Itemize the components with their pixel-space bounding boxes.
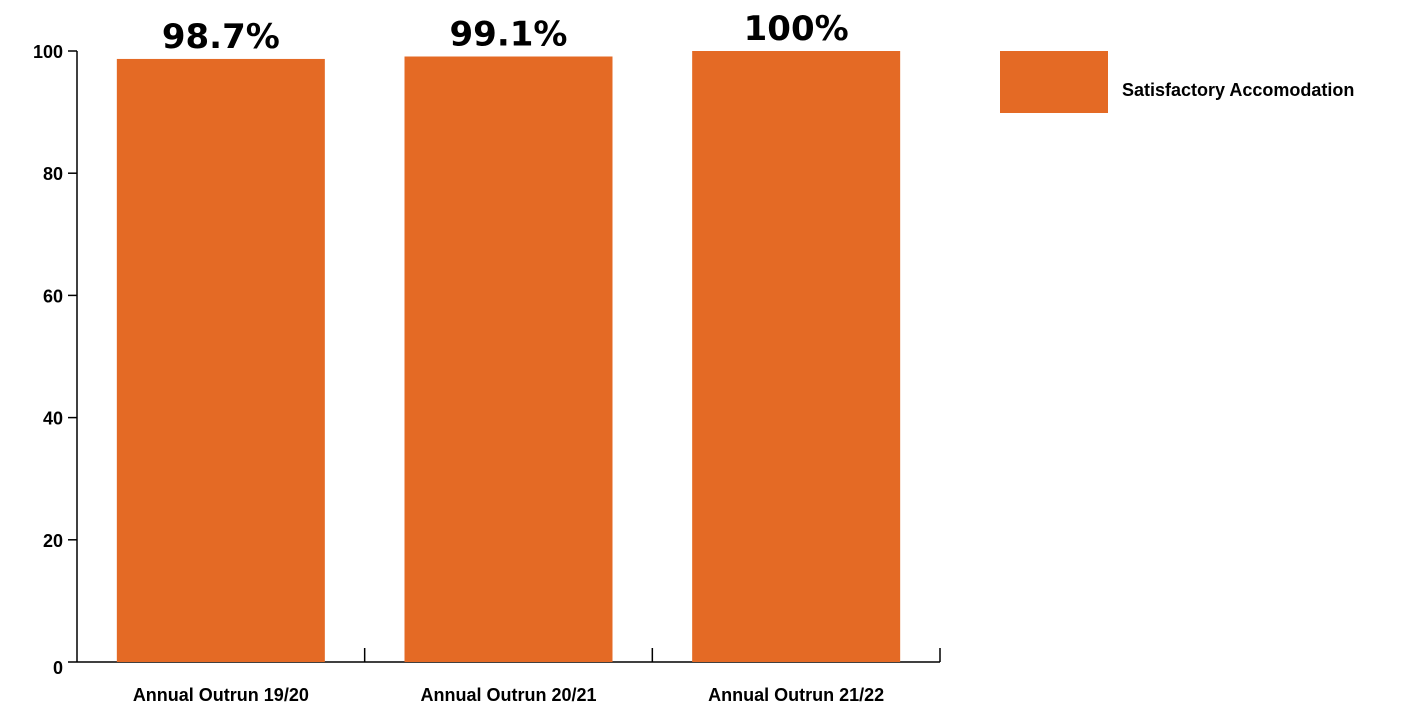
x-category-label: Annual Outrun 20/21	[420, 685, 596, 705]
x-axis: Annual Outrun 19/20 Annual Outrun 20/21 An…	[77, 648, 941, 705]
x-category-label: Annual Outrun 19/20	[133, 685, 309, 705]
bar	[404, 56, 613, 662]
x-category-label: Annual Outrun 21/22	[708, 685, 884, 705]
y-tick-label: 80	[43, 164, 63, 184]
y-tick-label: 20	[43, 531, 63, 551]
legend-swatch	[1000, 51, 1108, 113]
y-tick-label: 60	[43, 286, 63, 306]
y-tick-label: 0	[53, 658, 63, 678]
bar	[116, 58, 325, 663]
bar	[692, 51, 901, 662]
legend: Satisfactory Accomodation	[1000, 51, 1354, 113]
data-label: 98.7%	[162, 17, 280, 57]
data-labels: 98.7% 99.1% 100%	[162, 9, 849, 57]
y-tick-label: 40	[43, 409, 63, 429]
data-label: 99.1%	[450, 14, 568, 54]
data-label: 100%	[744, 9, 849, 49]
legend-label: Satisfactory Accomodation	[1122, 80, 1354, 100]
y-tick-label: 100	[33, 42, 63, 62]
bars	[116, 51, 901, 663]
y-axis: 0 20 40 60 80 100	[33, 42, 78, 678]
